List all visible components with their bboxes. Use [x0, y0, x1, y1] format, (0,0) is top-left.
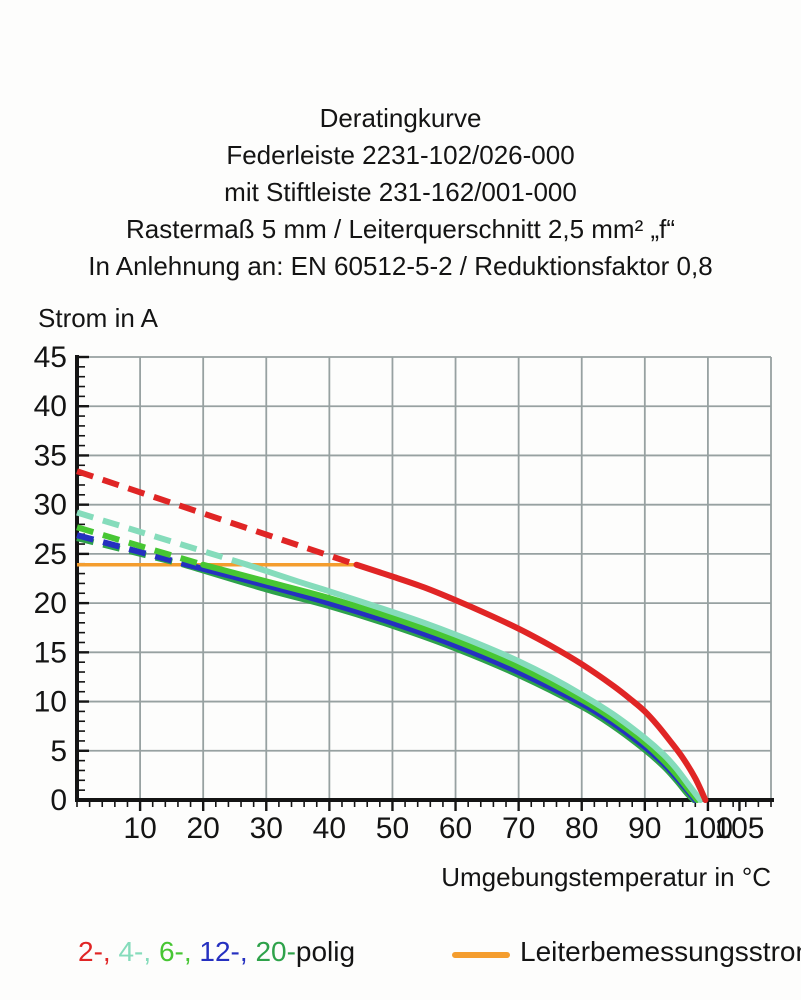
x-tick-label: 70	[502, 812, 535, 845]
x-tick-label: 80	[565, 812, 598, 845]
y-axis-title: Strom in A	[38, 303, 158, 333]
legend-item-2-polig: 2-,	[78, 936, 119, 967]
title-line-4: Rastermaß 5 mm / Leiterquerschnitt 2,5 m…	[125, 214, 676, 244]
y-tick-label: 25	[34, 538, 67, 571]
x-tick-label: 10	[123, 812, 156, 845]
curve-dashed-2-polig	[76, 468, 358, 568]
curve-solid-6-polig	[200, 561, 701, 803]
title-line-3: mit Stiftleiste 231-162/001-000	[224, 177, 577, 207]
y-tick-label: 10	[34, 686, 67, 719]
x-tick-label: 20	[186, 812, 219, 845]
x-tick-label: 60	[439, 812, 472, 845]
title-line-5: In Anlehnung an: EN 60512-5-2 / Reduktio…	[88, 251, 713, 281]
x-axis-title: Umgebungstemperatur in °C	[441, 862, 771, 892]
y-tick-label: 30	[34, 489, 67, 522]
y-tick-label: 20	[34, 587, 67, 620]
legend-item-6-polig: 6-,	[158, 936, 200, 967]
curve-solid-4-polig	[244, 561, 704, 803]
title-line-1: Deratingkurve	[319, 103, 482, 133]
chart-title-block: Deratingkurve Federleiste 2231-102/026-0…	[0, 100, 801, 285]
title-line-2: Federleiste 2231-102/026-000	[226, 140, 575, 170]
curve-dashed-4-polig	[76, 509, 249, 568]
x-tick-label: 100	[683, 812, 733, 845]
curve-solid-12-polig	[184, 561, 699, 803]
x-tick-label: 30	[250, 812, 283, 845]
y-tick-label: 15	[34, 636, 67, 669]
y-tick-label: 0	[50, 784, 67, 817]
x-tick-label: 40	[313, 812, 346, 845]
x-tick-label: 90	[628, 812, 661, 845]
x-tick-label: 105	[714, 812, 764, 845]
x-tick-label: 50	[376, 812, 409, 845]
curve-solid-2-polig	[353, 561, 709, 803]
y-tick-label: 5	[50, 735, 67, 768]
legend-item-20-polig: 20-	[255, 936, 296, 967]
legend-row: 2-, 4-, 6-, 12-, 20-polig Leiterbemessun…	[0, 936, 801, 986]
y-tick-label: 45	[34, 341, 67, 374]
legend-item-4-polig: 4-,	[118, 936, 159, 967]
rated-current-line-swatch	[452, 952, 510, 958]
y-tick-label: 35	[34, 439, 67, 472]
legend-pole-counts: 2-, 4-, 6-, 12-, 20-polig	[78, 936, 355, 968]
rated-current-label: Leiterbemessungsstrom	[520, 936, 801, 967]
curve-solid-20-polig	[181, 561, 698, 803]
legend-suffix-polig: polig	[295, 936, 356, 967]
curve-dashed-6-polig	[76, 524, 205, 568]
legend-item-12-polig: 12-,	[199, 936, 256, 967]
curve-dashed-12-polig	[76, 532, 189, 568]
y-tick-label: 40	[34, 390, 67, 423]
